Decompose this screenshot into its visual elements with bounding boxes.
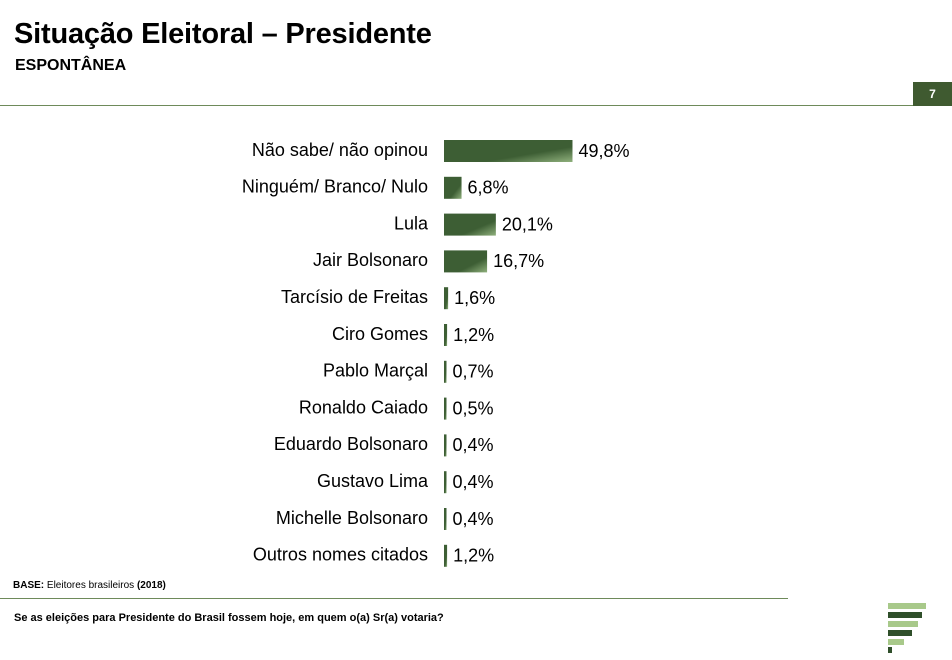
bar [444, 544, 448, 567]
value-label: 6,8% [468, 178, 509, 198]
value-label: 1,6% [454, 288, 495, 308]
bar [444, 397, 447, 420]
bar [444, 508, 447, 530]
bar [444, 287, 449, 310]
bar [444, 324, 448, 346]
value-label: 20,1% [502, 214, 553, 234]
value-label: 16,7% [493, 251, 544, 271]
value-label: 1,2% [453, 325, 494, 345]
survey-question: Se as eleições para Presidente do Brasil… [14, 612, 444, 624]
value-label: 0,7% [453, 362, 494, 382]
category-label: Tarcísio de Freitas [281, 287, 428, 307]
value-label: 0,5% [453, 398, 494, 418]
value-label: 49,8% [578, 141, 629, 161]
category-label: Michelle Bolsonaro [276, 508, 428, 528]
base-year: (2018) [136, 580, 166, 591]
value-label: 0,4% [453, 435, 494, 455]
page-number-badge: 7 [913, 82, 952, 106]
stacked-bars-logo-icon [888, 603, 926, 653]
footer-divider [0, 598, 788, 599]
category-label: Jair Bolsonaro [313, 250, 428, 270]
bar [444, 471, 447, 494]
category-label: Lula [394, 213, 429, 233]
value-label: 0,4% [453, 509, 494, 529]
category-label: Eduardo Bolsonaro [274, 434, 428, 454]
bar [444, 250, 488, 273]
header-divider [0, 105, 952, 106]
base-label: BASE: [13, 580, 45, 591]
bar [444, 140, 573, 162]
bar [444, 434, 447, 457]
category-label: Gustavo Lima [317, 471, 429, 491]
base-text: Eleitores brasileiros [46, 580, 135, 591]
category-label: Ciro Gomes [332, 324, 428, 344]
value-label: 0,4% [453, 472, 494, 492]
category-label: Ninguém/ Branco/ Nulo [242, 177, 428, 197]
bar [444, 360, 447, 383]
category-label: Pablo Marçal [323, 361, 428, 381]
page-subtitle: ESPONTÂNEA [15, 57, 127, 74]
bar-chart: Não sabe/ não opinou 49,8% Ninguém/ Branco… [242, 140, 630, 567]
category-label: Ronaldo Caiado [299, 397, 428, 417]
category-label: Não sabe/ não opinou [252, 140, 428, 160]
bar [444, 176, 462, 199]
category-label: Outros nomes citados [253, 545, 428, 565]
value-label: 1,2% [453, 546, 494, 566]
page-title: Situação Eleitoral – Presidente [14, 18, 432, 50]
base-note: BASE: Eleitores brasileiros (2018) [13, 580, 166, 591]
bar [444, 213, 496, 236]
